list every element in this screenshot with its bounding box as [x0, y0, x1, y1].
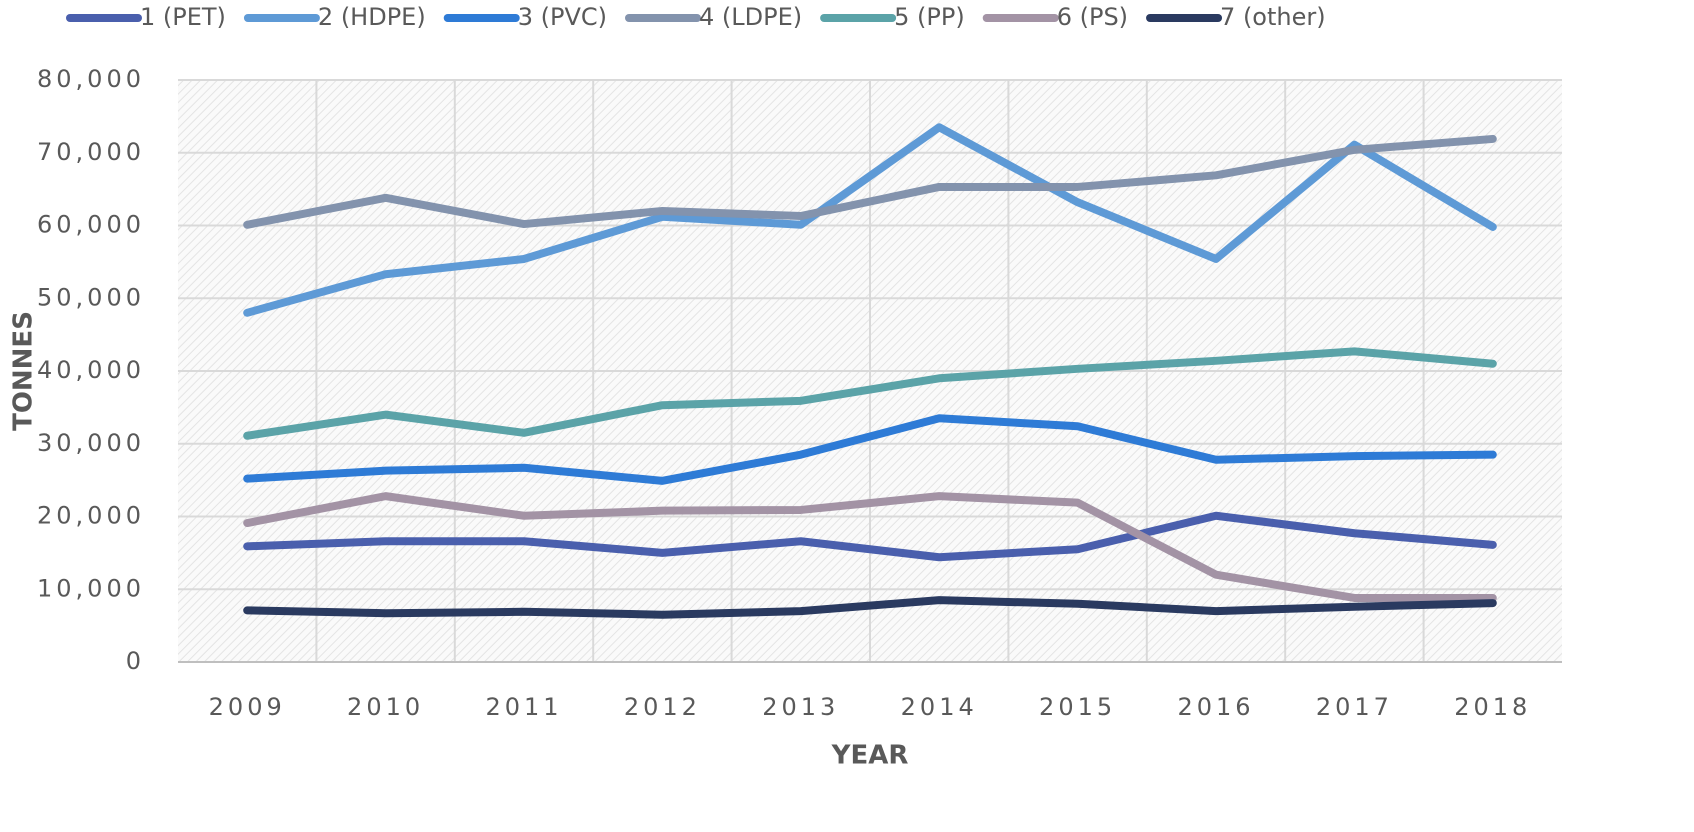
x-tick-label: 2012 [624, 693, 701, 721]
y-tick-label: 60,000 [37, 211, 145, 239]
legend-label: 2 (HDPE) [318, 3, 426, 31]
y-tick-label: 40,000 [37, 356, 145, 384]
series-line [243, 123, 1497, 317]
x-tick-label: 2016 [1177, 693, 1254, 721]
x-tick-label: 2017 [1316, 693, 1393, 721]
series-line [243, 347, 1497, 440]
y-tick-label: 30,000 [37, 429, 145, 457]
series-line [243, 511, 1497, 562]
y-tick-label: 10,000 [37, 574, 145, 602]
legend-label: 4 (LDPE) [699, 3, 802, 31]
y-axis-title: TONNES [9, 311, 39, 431]
y-tick-label: 50,000 [37, 283, 145, 311]
y-tick-label: 20,000 [37, 502, 145, 530]
x-tick-label: 2010 [347, 693, 424, 721]
legend-label: 6 (PS) [1057, 3, 1128, 31]
y-tick-label: 70,000 [37, 138, 145, 166]
y-tick-label: 0 [126, 647, 145, 675]
x-axis-title: YEAR [831, 741, 909, 771]
series-line [243, 134, 1497, 229]
x-tick-label: 2013 [762, 693, 839, 721]
x-tick-label: 2011 [485, 693, 562, 721]
y-tick-label: 80,000 [37, 65, 145, 93]
legend-label: 1 (PET) [140, 3, 226, 31]
x-tick-label: 2009 [209, 693, 286, 721]
legend-label: 5 (PP) [894, 3, 965, 31]
legend-label: 7 (other) [1220, 3, 1326, 31]
series-line [243, 596, 1497, 619]
x-tick-label: 2015 [1039, 693, 1116, 721]
x-tick-label: 2018 [1454, 693, 1531, 721]
series-line [243, 492, 1497, 602]
series-line [243, 414, 1497, 485]
legend-label: 3 (PVC) [518, 3, 607, 31]
x-tick-label: 2014 [901, 693, 978, 721]
